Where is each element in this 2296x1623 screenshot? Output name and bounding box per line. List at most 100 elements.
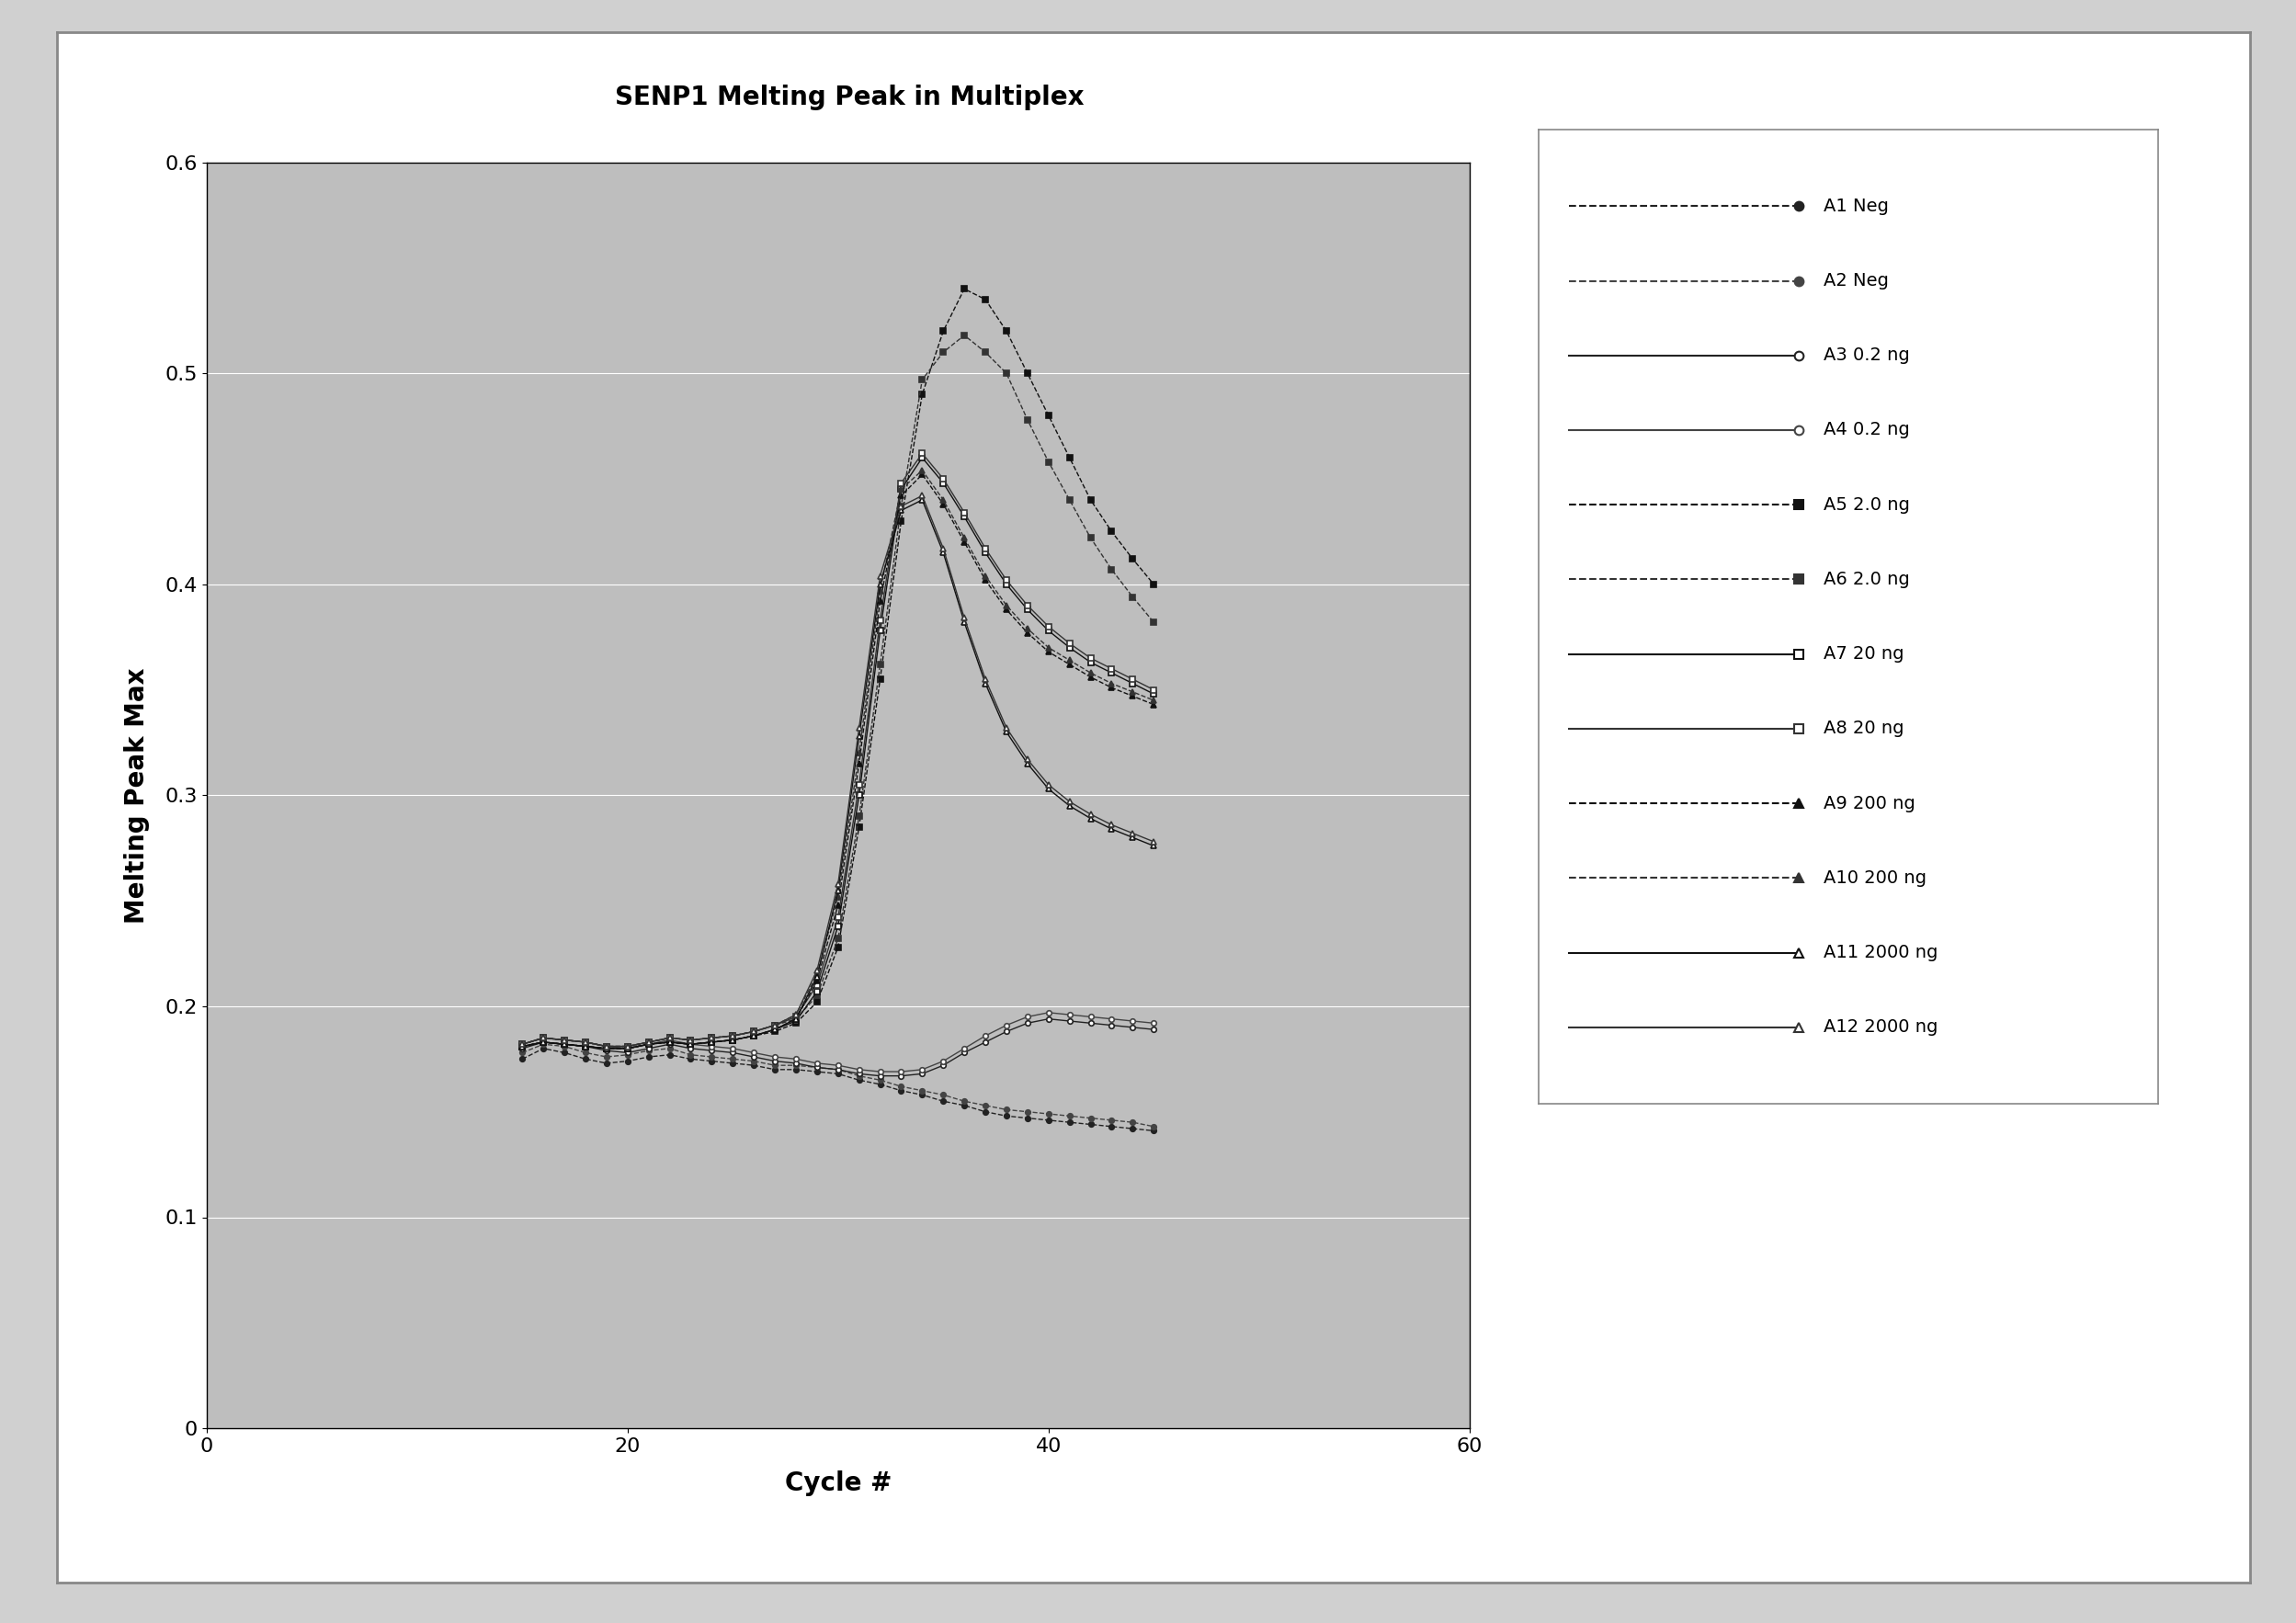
A9 200 ng bbox=[572, 1037, 599, 1057]
A8 20 ng bbox=[845, 774, 872, 794]
A7 20 ng bbox=[783, 1011, 810, 1031]
A3 0.2 ng bbox=[845, 1065, 872, 1084]
A8 20 ng bbox=[866, 610, 893, 630]
A8 20 ng bbox=[1056, 633, 1084, 652]
A8 20 ng bbox=[698, 1029, 726, 1048]
A6 2.0 ng bbox=[909, 370, 937, 390]
A3 0.2 ng bbox=[1056, 1011, 1084, 1031]
A1 Neg bbox=[530, 1039, 558, 1058]
A11 2000 ng bbox=[909, 490, 937, 510]
Line: A10 200 ng: A10 200 ng bbox=[519, 467, 1157, 1048]
A8 20 ng bbox=[992, 570, 1019, 589]
A1 Neg bbox=[551, 1044, 579, 1063]
A7 20 ng bbox=[804, 982, 831, 1001]
A4 0.2 ng bbox=[886, 1061, 914, 1081]
A2 Neg bbox=[804, 1058, 831, 1078]
Text: A6 2.0 ng: A6 2.0 ng bbox=[1823, 571, 1910, 588]
A6 2.0 ng bbox=[510, 1034, 537, 1053]
Line: A9 200 ng: A9 200 ng bbox=[519, 472, 1157, 1052]
A7 20 ng bbox=[530, 1032, 558, 1052]
A12 2000 ng bbox=[804, 961, 831, 980]
A2 Neg bbox=[1035, 1104, 1063, 1123]
A1 Neg bbox=[951, 1096, 978, 1115]
A5 2.0 ng bbox=[572, 1037, 599, 1057]
A5 2.0 ng bbox=[845, 818, 872, 837]
A10 200 ng bbox=[551, 1031, 579, 1050]
A7 20 ng bbox=[762, 1019, 790, 1039]
A9 200 ng bbox=[992, 601, 1019, 620]
A12 2000 ng bbox=[739, 1022, 767, 1042]
A8 20 ng bbox=[677, 1031, 705, 1050]
A4 0.2 ng bbox=[572, 1032, 599, 1052]
A10 200 ng bbox=[1118, 682, 1146, 701]
A4 0.2 ng bbox=[930, 1052, 957, 1071]
A7 20 ng bbox=[510, 1037, 537, 1057]
A12 2000 ng bbox=[551, 1031, 579, 1050]
A2 Neg bbox=[909, 1081, 937, 1100]
A1 Neg bbox=[1035, 1110, 1063, 1130]
A2 Neg bbox=[762, 1055, 790, 1074]
A5 2.0 ng bbox=[783, 1013, 810, 1032]
A10 200 ng bbox=[886, 479, 914, 498]
A10 200 ng bbox=[909, 461, 937, 480]
A4 0.2 ng bbox=[824, 1055, 852, 1074]
A10 200 ng bbox=[971, 566, 999, 586]
A5 2.0 ng bbox=[634, 1034, 661, 1053]
A5 2.0 ng bbox=[992, 321, 1019, 341]
A2 Neg bbox=[677, 1045, 705, 1065]
A1 Neg bbox=[1118, 1118, 1146, 1138]
A10 200 ng bbox=[992, 596, 1019, 615]
A1 Neg bbox=[824, 1065, 852, 1084]
A5 2.0 ng bbox=[866, 669, 893, 688]
A11 2000 ng bbox=[1118, 828, 1146, 847]
A7 20 ng bbox=[572, 1037, 599, 1057]
A5 2.0 ng bbox=[739, 1026, 767, 1045]
A3 0.2 ng bbox=[971, 1032, 999, 1052]
A10 200 ng bbox=[1013, 618, 1040, 638]
A9 200 ng bbox=[783, 1010, 810, 1029]
Text: A1 Neg: A1 Neg bbox=[1823, 198, 1890, 214]
A1 Neg bbox=[1097, 1117, 1125, 1136]
A8 20 ng bbox=[510, 1034, 537, 1053]
A7 20 ng bbox=[1097, 664, 1125, 683]
A8 20 ng bbox=[824, 907, 852, 927]
A2 Neg bbox=[845, 1066, 872, 1086]
A3 0.2 ng bbox=[783, 1053, 810, 1073]
A6 2.0 ng bbox=[866, 654, 893, 674]
A12 2000 ng bbox=[634, 1032, 661, 1052]
A2 Neg bbox=[530, 1034, 558, 1053]
A7 20 ng bbox=[1077, 652, 1104, 672]
A7 20 ng bbox=[719, 1031, 746, 1050]
A1 Neg bbox=[634, 1047, 661, 1066]
A10 200 ng bbox=[951, 527, 978, 547]
Line: A8 20 ng: A8 20 ng bbox=[519, 451, 1157, 1048]
A3 0.2 ng bbox=[1139, 1019, 1166, 1039]
A6 2.0 ng bbox=[634, 1032, 661, 1052]
Text: A11 2000 ng: A11 2000 ng bbox=[1823, 945, 1938, 961]
A3 0.2 ng bbox=[992, 1022, 1019, 1042]
Text: A2 Neg: A2 Neg bbox=[1823, 273, 1890, 289]
A8 20 ng bbox=[739, 1022, 767, 1042]
A10 200 ng bbox=[1097, 674, 1125, 693]
A6 2.0 ng bbox=[930, 342, 957, 362]
A9 200 ng bbox=[1139, 695, 1166, 714]
A4 0.2 ng bbox=[698, 1037, 726, 1057]
A6 2.0 ng bbox=[992, 364, 1019, 383]
A3 0.2 ng bbox=[804, 1058, 831, 1078]
A2 Neg bbox=[657, 1039, 684, 1058]
A6 2.0 ng bbox=[886, 497, 914, 516]
A10 200 ng bbox=[739, 1022, 767, 1042]
A2 Neg bbox=[634, 1040, 661, 1060]
A8 20 ng bbox=[951, 503, 978, 523]
A4 0.2 ng bbox=[971, 1026, 999, 1045]
A1 Neg bbox=[698, 1052, 726, 1071]
A6 2.0 ng bbox=[1139, 612, 1166, 631]
A8 20 ng bbox=[1139, 680, 1166, 700]
A3 0.2 ng bbox=[1097, 1016, 1125, 1035]
A2 Neg bbox=[971, 1096, 999, 1115]
A9 200 ng bbox=[804, 971, 831, 990]
A7 20 ng bbox=[886, 479, 914, 498]
A7 20 ng bbox=[1013, 601, 1040, 620]
A2 Neg bbox=[992, 1100, 1019, 1120]
A9 200 ng bbox=[1035, 643, 1063, 662]
